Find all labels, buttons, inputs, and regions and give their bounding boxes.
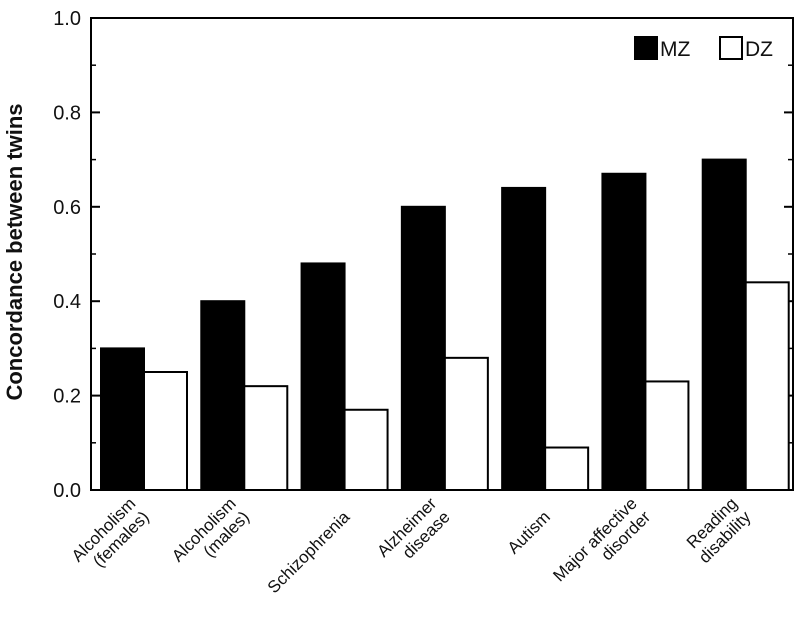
x-tick-label: Alzheimerdisease [373, 494, 454, 575]
y-tick-label: 1.0 [53, 8, 81, 30]
legend-label-dz: DZ [745, 38, 773, 61]
bar-dz [343, 408, 389, 492]
x-tick-label-line: Schizophrenia [264, 507, 354, 597]
y-tick-label: 0.2 [53, 386, 81, 408]
x-tick-label: Alcoholism(males) [168, 494, 253, 579]
y-tick-label: 0.6 [53, 197, 81, 219]
bar-mz [701, 158, 747, 491]
legend: MZ DZ [634, 36, 773, 61]
bar-mz [200, 300, 246, 492]
bar-mz [400, 205, 446, 492]
bar-mz [501, 186, 547, 491]
plot-area: 0.0 0.2 0.4 0.6 0.8 1.0 Alcoholism(females) Alc… [53, 8, 794, 599]
y-axis-label: Concordance between twins [2, 103, 27, 400]
bar-dz [143, 371, 188, 491]
bar-dz [744, 281, 790, 491]
x-tick-label: Alcoholism(females) [68, 494, 153, 579]
bar-mz [300, 262, 346, 491]
bar-dz [443, 356, 489, 491]
x-tick-label: Autism [504, 507, 554, 557]
y-axis-label-group: Concordance between twins [2, 103, 27, 400]
bar-dz [644, 380, 690, 491]
legend-swatch-mz [634, 36, 658, 60]
bar-dz [544, 446, 590, 491]
y-tick-label: 0.8 [53, 102, 81, 124]
bar-dz [243, 385, 289, 491]
x-tick-label-line: Autism [504, 507, 554, 557]
legend-label-mz: MZ [660, 38, 690, 61]
legend-swatch-dz [719, 36, 743, 60]
x-tick-label: Readingdisability [682, 494, 755, 567]
bar-mz [100, 347, 145, 491]
x-tick-label: Major affectivedisorder [549, 494, 654, 599]
x-tick-label: Schizophrenia [264, 507, 354, 597]
y-tick-label: 0.4 [53, 291, 81, 313]
y-tick-label: 0.0 [53, 480, 81, 502]
bar-mz [601, 172, 647, 491]
